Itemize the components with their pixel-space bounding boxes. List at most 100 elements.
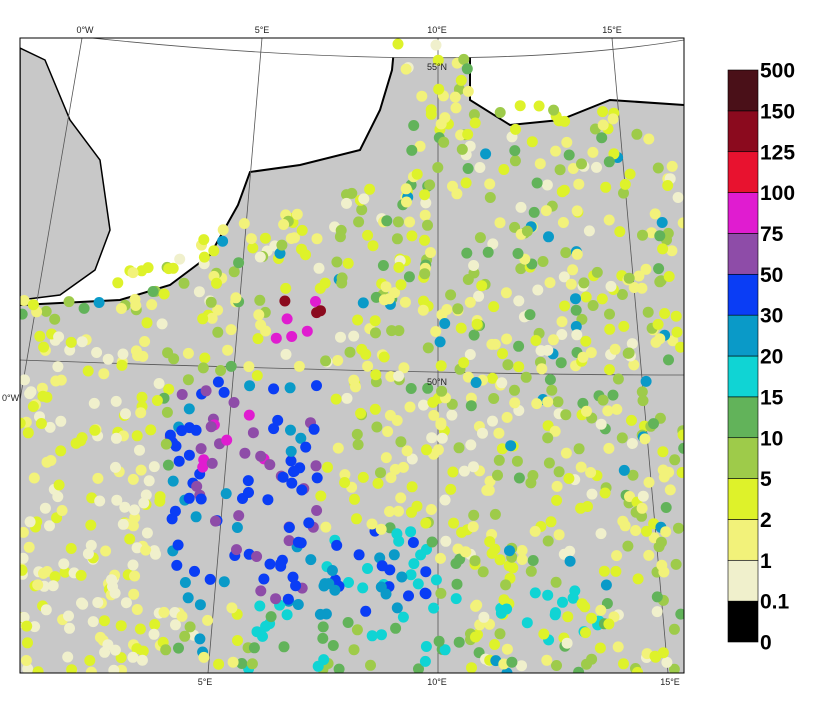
station-dot bbox=[656, 559, 668, 571]
station-dot bbox=[420, 566, 432, 578]
station-dot bbox=[468, 329, 480, 341]
station-dot bbox=[171, 559, 183, 571]
station-dot bbox=[76, 597, 87, 609]
station-dot bbox=[58, 558, 70, 570]
station-dot bbox=[656, 217, 668, 228]
station-dot bbox=[419, 268, 431, 280]
station-dot bbox=[551, 494, 563, 506]
station-dot bbox=[514, 100, 526, 112]
graticule-label: 5°E bbox=[198, 677, 213, 687]
station-dot bbox=[405, 526, 417, 538]
graticule-label: 15°E bbox=[602, 25, 622, 35]
station-dot bbox=[22, 427, 34, 439]
station-dot bbox=[364, 183, 376, 195]
station-dot bbox=[677, 429, 684, 441]
station-dot bbox=[455, 74, 467, 86]
station-dot bbox=[135, 464, 147, 476]
station-dot bbox=[341, 197, 352, 209]
station-dot bbox=[421, 444, 432, 456]
station-dot bbox=[251, 551, 263, 562]
station-dot bbox=[198, 251, 210, 263]
station-dot bbox=[405, 383, 417, 394]
station-dot bbox=[511, 455, 523, 467]
station-dot bbox=[527, 555, 539, 566]
station-dot bbox=[391, 415, 403, 426]
station-dot bbox=[300, 249, 311, 261]
station-dot bbox=[397, 461, 409, 473]
station-dot bbox=[666, 245, 678, 257]
station-dot bbox=[140, 544, 152, 556]
station-dot bbox=[310, 296, 321, 307]
station-dot bbox=[591, 266, 603, 278]
station-dot bbox=[371, 421, 383, 433]
station-dot bbox=[231, 544, 242, 556]
station-dot bbox=[468, 461, 479, 473]
station-dot bbox=[427, 396, 439, 408]
station-dot bbox=[335, 331, 346, 343]
station-dot bbox=[163, 263, 175, 275]
station-dot bbox=[251, 626, 263, 638]
station-dot bbox=[383, 293, 395, 305]
station-dot bbox=[226, 602, 238, 614]
station-dot bbox=[127, 473, 139, 485]
station-dot bbox=[260, 620, 272, 632]
station-dot bbox=[158, 606, 170, 618]
station-dot bbox=[637, 490, 649, 502]
graticule-label: 5°E bbox=[255, 25, 270, 35]
station-dot bbox=[176, 389, 188, 400]
station-dot bbox=[500, 287, 512, 299]
station-dot bbox=[153, 378, 165, 389]
station-dot bbox=[470, 631, 481, 643]
station-dot bbox=[197, 362, 209, 374]
station-dot bbox=[521, 617, 533, 629]
station-dot bbox=[515, 263, 527, 275]
station-dot bbox=[675, 341, 684, 353]
station-dot bbox=[276, 239, 288, 251]
station-dot bbox=[419, 655, 431, 667]
station-dot bbox=[484, 475, 496, 487]
station-dot bbox=[404, 216, 416, 228]
station-dot bbox=[233, 510, 245, 522]
station-dot bbox=[637, 229, 648, 241]
station-dot bbox=[412, 578, 424, 590]
station-dot bbox=[604, 323, 616, 335]
station-dot bbox=[130, 300, 142, 311]
station-dot bbox=[282, 593, 294, 605]
station-dot bbox=[370, 327, 381, 339]
station-dot bbox=[311, 505, 323, 516]
station-dot bbox=[150, 548, 161, 560]
station-dot bbox=[671, 326, 683, 338]
station-dot bbox=[20, 417, 26, 429]
station-dot bbox=[41, 391, 53, 403]
station-dot bbox=[243, 409, 255, 421]
station-dot bbox=[32, 666, 44, 673]
station-dot bbox=[467, 521, 479, 533]
station-dot bbox=[622, 540, 634, 552]
station-dot bbox=[407, 537, 419, 548]
station-dot bbox=[76, 336, 88, 348]
graticule-label: 0°W bbox=[76, 25, 94, 35]
station-dot bbox=[420, 588, 432, 600]
station-dot bbox=[428, 409, 440, 421]
station-dot bbox=[526, 136, 538, 148]
station-dot bbox=[610, 565, 622, 577]
station-dot bbox=[384, 506, 395, 517]
station-dot bbox=[184, 621, 196, 633]
station-dot bbox=[349, 493, 360, 505]
station-dot bbox=[211, 277, 222, 289]
station-dot bbox=[618, 658, 629, 670]
station-dot bbox=[82, 365, 94, 377]
station-dot bbox=[663, 271, 675, 282]
station-dot bbox=[609, 343, 621, 355]
station-dot bbox=[147, 286, 159, 297]
station-dot bbox=[430, 574, 442, 586]
station-dot bbox=[281, 313, 293, 325]
station-dot bbox=[205, 421, 217, 433]
station-dot bbox=[40, 604, 52, 616]
station-dot bbox=[623, 272, 635, 284]
station-dot bbox=[376, 560, 388, 572]
station-dot bbox=[678, 442, 684, 454]
station-dot bbox=[239, 447, 251, 459]
station-dot bbox=[393, 325, 405, 337]
